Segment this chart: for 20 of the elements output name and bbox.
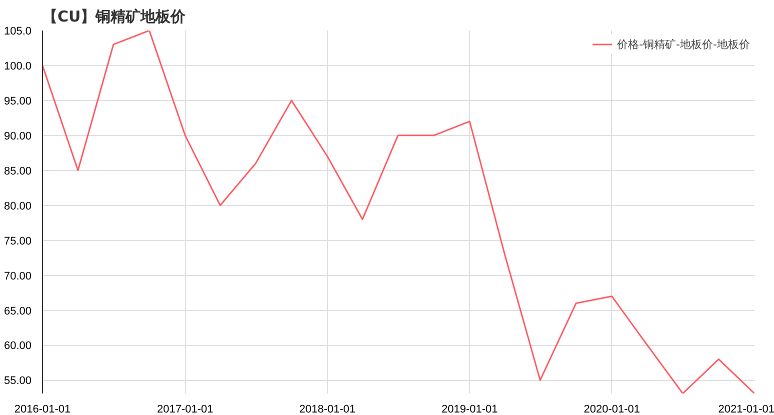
y-tick-label: 65.00 (4, 305, 32, 318)
x-tick-label: 2019-01-01 (441, 404, 498, 415)
y-tick-label: 75.00 (4, 235, 32, 248)
x-tick-label: 2021-01-01 (718, 404, 774, 415)
x-tick-label: 2016-01-01 (14, 404, 71, 415)
x-tick-label: 2018-01-01 (299, 404, 356, 415)
y-tick-label: 55.00 (4, 375, 32, 388)
y-tick-label: 80.00 (4, 200, 32, 212)
legend-label: 价格-铜精矿-地板价-地板价 (617, 36, 750, 52)
y-tick-label: 70.00 (4, 270, 32, 282)
y-tick-label: 85.00 (4, 165, 32, 178)
line-series (42, 30, 754, 394)
y-tick-label: 60.00 (4, 340, 32, 352)
x-tick-label: 2020-01-01 (584, 404, 640, 415)
y-tick-label: 95.00 (4, 95, 32, 108)
chart-title: 【CU】铜精矿地板价 (42, 8, 187, 26)
y-tick-label: 90.00 (4, 130, 32, 142)
y-tick-label: 100.0 (4, 60, 32, 72)
y-tick-label: 105.0 (4, 26, 32, 38)
x-tick-label: 2017-01-01 (157, 404, 214, 415)
